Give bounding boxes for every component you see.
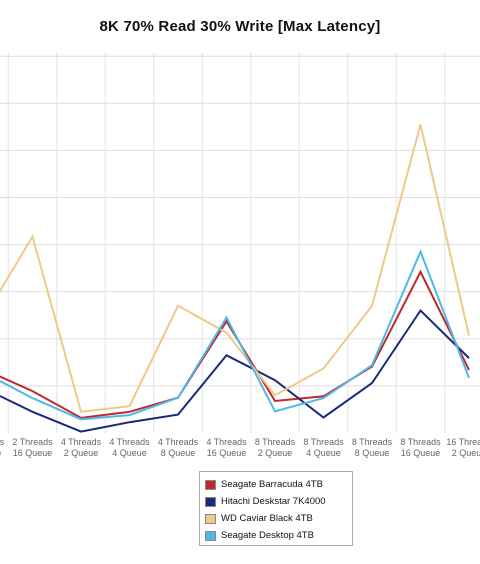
legend-item-3: WD Caviar Black 4TB bbox=[205, 510, 352, 527]
chart-title: 8K 70% Read 30% Write [Max Latency] bbox=[99, 18, 381, 35]
x-tick-label: 4 Threads 2 Queue bbox=[61, 437, 102, 458]
legend-label: WD Caviar Black 4TB bbox=[221, 513, 313, 524]
x-tick-label: 8 Threads 4 Queue bbox=[303, 437, 344, 458]
series-line-2 bbox=[0, 308, 470, 433]
legend-swatch bbox=[205, 496, 216, 507]
series-line-3 bbox=[0, 124, 470, 413]
legend-label: Hitachi Deskstar 7K4000 bbox=[221, 496, 326, 507]
legend: Seagate Barracuda 4TB Hitachi Deskstar 7K… bbox=[199, 471, 353, 546]
legend-item-2: Hitachi Deskstar 7K4000 bbox=[205, 493, 352, 510]
x-tick-label: 8 Threads 8 Queue bbox=[352, 437, 393, 458]
legend-item-4: Seagate Desktop 4TB bbox=[205, 527, 352, 544]
legend-item-1: Seagate Barracuda 4TB bbox=[205, 476, 352, 493]
grid bbox=[0, 52, 480, 433]
x-tick-label: 4 Threads 8 Queue bbox=[158, 437, 199, 458]
series-line-4 bbox=[0, 249, 470, 421]
series-line-1 bbox=[0, 269, 470, 419]
legend-label: Seagate Desktop 4TB bbox=[221, 530, 314, 541]
legend-label: Seagate Barracuda 4TB bbox=[221, 479, 323, 490]
x-tick-label: 8 Threads 2 Queue bbox=[255, 437, 296, 458]
legend-swatch bbox=[205, 530, 216, 541]
x-tick-label: 4 Threads 4 Queue bbox=[109, 437, 150, 458]
x-tick-label: 2 Threads 16 Queue bbox=[12, 437, 53, 458]
x-tick-label: 8 Threads 16 Queue bbox=[400, 437, 441, 458]
legend-swatch bbox=[205, 513, 216, 524]
legend-swatch bbox=[205, 479, 216, 490]
series-lines bbox=[0, 124, 470, 433]
x-tick-label: 4 Threads 16 Queue bbox=[206, 437, 247, 458]
